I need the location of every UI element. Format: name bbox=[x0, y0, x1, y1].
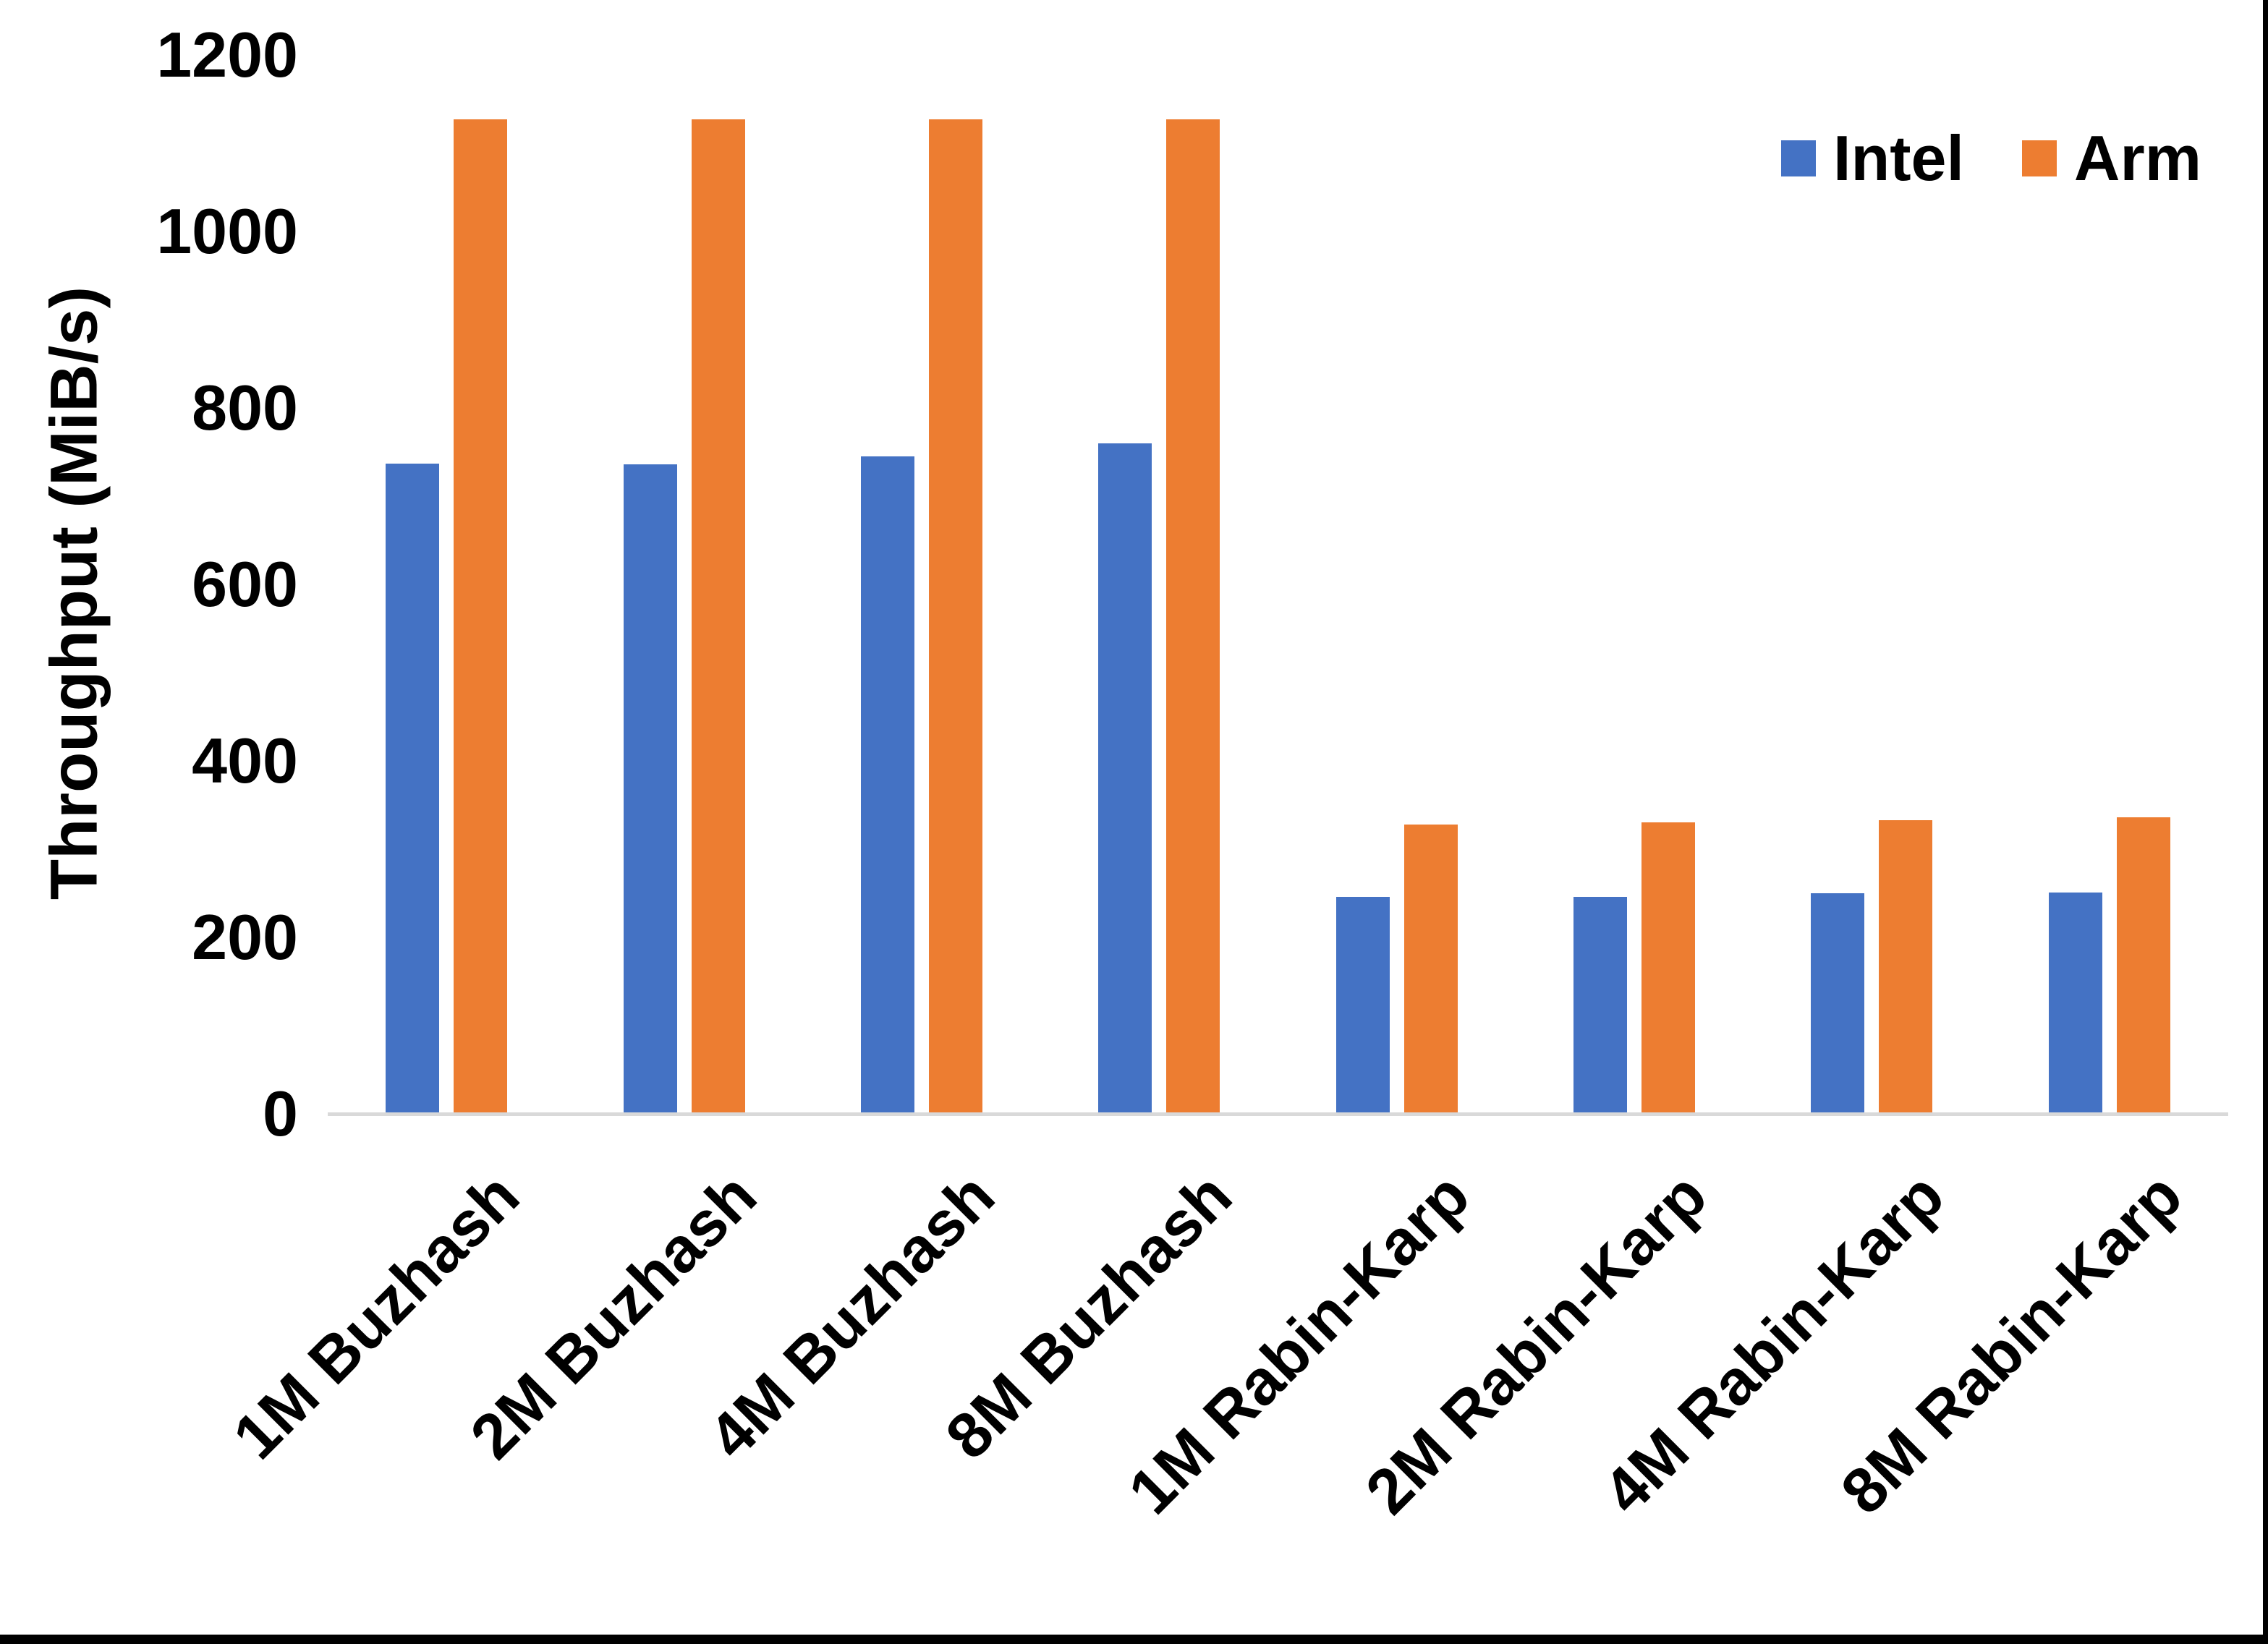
bar-arm-2 bbox=[692, 119, 745, 1114]
y-tick-label: 400 bbox=[192, 725, 298, 796]
y-tick-label: 600 bbox=[192, 548, 298, 620]
legend-label: Arm bbox=[2073, 122, 2201, 194]
legend-swatch-icon bbox=[1781, 140, 1816, 176]
bar-intel-1 bbox=[386, 464, 439, 1114]
y-axis-title: Throughput (MiB/s) bbox=[37, 286, 111, 900]
y-tick-label: 1000 bbox=[156, 195, 298, 267]
legend: Intel Arm bbox=[1781, 122, 2201, 195]
x-axis-line bbox=[328, 1112, 2228, 1116]
y-tick-label: 200 bbox=[192, 901, 298, 973]
frame-border-bottom bbox=[0, 1635, 2268, 1644]
bar-intel-2 bbox=[624, 464, 677, 1114]
y-tick-label: 1200 bbox=[156, 19, 298, 90]
y-tick-label: 800 bbox=[192, 372, 298, 443]
bar-arm-5 bbox=[1404, 825, 1458, 1114]
bar-arm-4 bbox=[1166, 119, 1220, 1114]
bar-intel-5 bbox=[1336, 897, 1390, 1114]
legend-item-intel: Intel bbox=[1781, 122, 1964, 195]
bar-arm-6 bbox=[1641, 822, 1695, 1114]
bar-intel-8 bbox=[2049, 893, 2102, 1114]
y-tick-label: 0 bbox=[263, 1078, 298, 1149]
bar-intel-3 bbox=[861, 456, 914, 1114]
legend-label: Intel bbox=[1833, 122, 1964, 194]
legend-swatch-icon bbox=[2021, 140, 2057, 176]
bar-intel-6 bbox=[1573, 897, 1627, 1114]
bar-arm-3 bbox=[929, 119, 982, 1114]
bar-arm-8 bbox=[2117, 817, 2170, 1114]
legend-item-arm: Arm bbox=[2021, 122, 2201, 195]
bar-intel-4 bbox=[1098, 443, 1152, 1114]
bar-arm-7 bbox=[1879, 820, 1932, 1114]
bar-intel-7 bbox=[1811, 893, 1864, 1114]
frame-border-right bbox=[2263, 0, 2268, 1644]
bar-arm-1 bbox=[454, 119, 507, 1114]
